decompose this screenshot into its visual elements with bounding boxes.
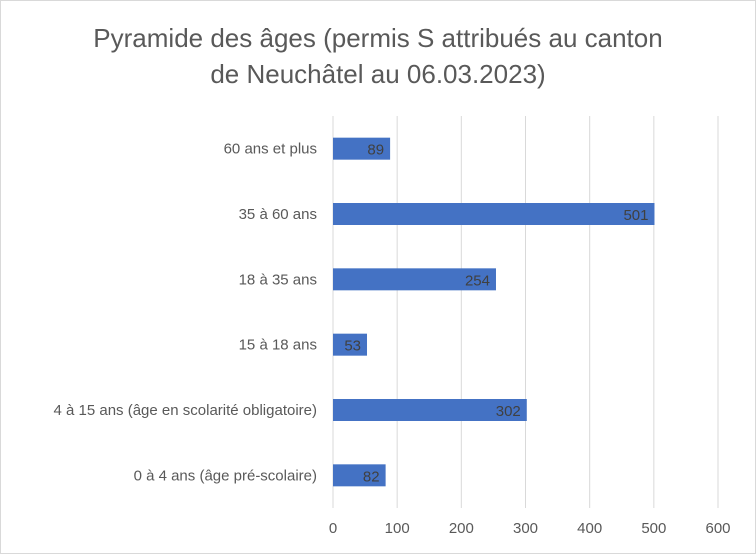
category-label: 60 ans et plus [224,141,317,158]
data-label: 501 [623,207,648,224]
bar-5 [333,464,386,487]
x-tick-label: 400 [577,520,602,537]
x-tick-label: 300 [513,520,538,537]
data-label: 89 [367,142,384,159]
bar-0 [333,137,391,160]
x-tick-label: 100 [385,520,410,537]
category-label: 15 à 18 ans [239,337,317,354]
x-tick-label: 0 [329,520,337,537]
x-tick-label: 500 [641,520,666,537]
category-label: 35 à 60 ans [239,206,317,223]
category-label: 0 à 4 ans (âge pré-scolaire) [134,467,317,484]
x-tick-label: 200 [449,520,474,537]
chart-title-line-1: Pyramide des âges (permis S attribués au… [93,23,663,53]
data-label: 302 [496,403,521,420]
x-tick-label: 600 [705,520,730,537]
category-label: 4 à 15 ans (âge en scolarité obligatoire… [54,402,318,419]
data-label: 53 [344,338,361,355]
chart-title: Pyramide des âges (permis S attribués au… [0,20,756,92]
category-label: 18 à 35 ans [239,271,317,288]
bar-2 [333,268,496,291]
bar-4 [333,399,527,421]
data-label: 254 [465,272,490,289]
data-label: 82 [363,468,380,485]
bar-1 [333,203,655,225]
bar-3 [333,333,368,356]
chart-title-line-2: de Neuchâtel au 06.03.2023) [210,59,546,89]
